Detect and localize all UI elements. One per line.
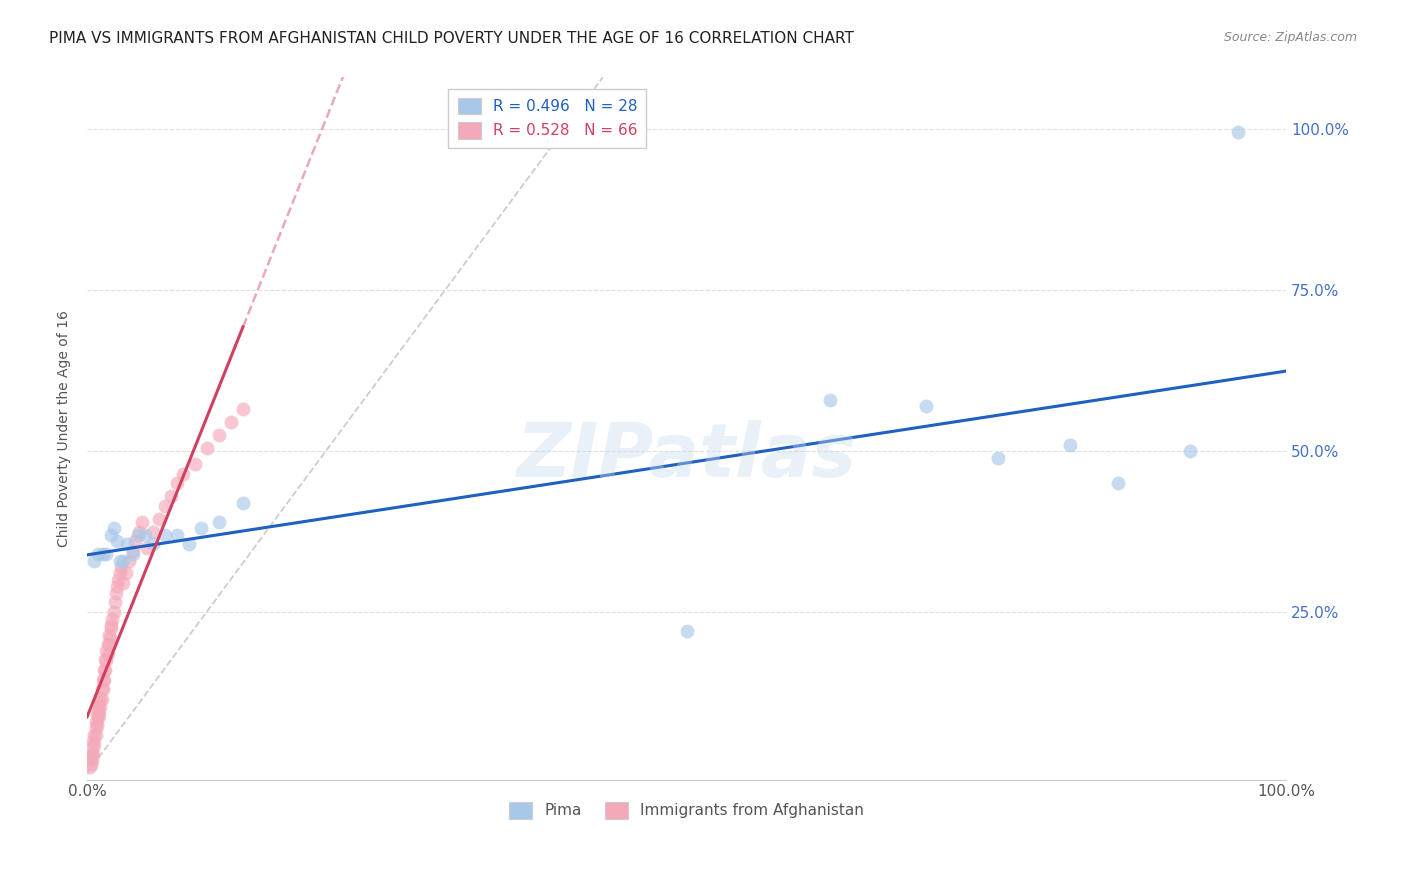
Point (121, 544, 143, 558)
Point (208, 515, 231, 529)
Point (90, 682, 112, 697)
Point (84, 714, 107, 729)
Point (121, 547, 143, 561)
Point (100, 621, 122, 635)
Point (107, 573, 129, 587)
Point (134, 528, 156, 542)
Point (80, 750, 103, 764)
Point (142, 537, 165, 551)
Point (93, 673, 115, 687)
Point (166, 528, 188, 542)
Point (91, 682, 114, 697)
Point (127, 528, 149, 542)
Point (148, 512, 170, 526)
Point (93, 663, 115, 677)
Point (103, 521, 125, 535)
Point (96, 644, 118, 658)
Point (96, 647, 118, 661)
Point (118, 553, 141, 567)
Point (110, 560, 132, 574)
Point (91, 673, 114, 687)
Point (100, 618, 122, 632)
Y-axis label: Child Poverty Under the Age of 16: Child Poverty Under the Age of 16 (58, 310, 72, 547)
Point (82, 740, 104, 755)
Point (184, 457, 207, 471)
Point (86, 708, 108, 723)
Point (112, 576, 135, 591)
Point (105, 579, 128, 593)
Point (153, 499, 176, 513)
Point (97, 637, 120, 651)
Point (89, 702, 111, 716)
Point (87, 705, 110, 719)
Point (94, 653, 117, 667)
Point (91, 547, 114, 561)
Text: ZIPatlas: ZIPatlas (516, 420, 856, 493)
Point (103, 605, 125, 619)
Point (142, 524, 165, 539)
Point (115, 537, 138, 551)
Point (190, 521, 212, 535)
Point (1178, 444, 1201, 458)
Point (101, 611, 124, 625)
Point (94, 663, 117, 677)
Point (131, 515, 153, 529)
Point (208, 428, 231, 442)
Point (153, 528, 176, 542)
Point (232, 402, 254, 417)
Point (80, 747, 103, 761)
Point (89, 695, 111, 709)
Point (84, 721, 107, 735)
Point (160, 489, 183, 503)
Point (90, 692, 112, 706)
Legend: Pima, Immigrants from Afghanistan: Pima, Immigrants from Afghanistan (503, 796, 870, 824)
Point (219, 415, 242, 429)
Point (96, 547, 118, 561)
Point (1059, 437, 1081, 451)
Point (105, 534, 128, 549)
Point (83, 553, 105, 567)
Point (82, 747, 104, 761)
Point (79, 760, 101, 774)
Point (820, 392, 842, 407)
Point (177, 537, 200, 551)
Point (195, 441, 218, 455)
Point (87, 711, 110, 725)
Point (80, 753, 103, 767)
Point (89, 692, 111, 706)
Point (108, 553, 131, 567)
Point (124, 534, 146, 549)
Point (83, 737, 105, 751)
Point (98, 631, 121, 645)
Point (97, 628, 120, 642)
Point (675, 624, 697, 639)
Point (89, 708, 111, 723)
Text: Source: ZipAtlas.com: Source: ZipAtlas.com (1223, 31, 1357, 45)
Point (114, 566, 136, 581)
Text: PIMA VS IMMIGRANTS FROM AFGHANISTAN CHILD POVERTY UNDER THE AGE OF 16 CORRELATIO: PIMA VS IMMIGRANTS FROM AFGHANISTAN CHIL… (49, 31, 853, 46)
Point (104, 595, 127, 609)
Point (84, 727, 107, 741)
Point (89, 698, 111, 713)
Point (166, 476, 188, 491)
Point (96, 653, 118, 667)
Point (80, 756, 103, 771)
Point (100, 528, 122, 542)
Point (112, 553, 135, 567)
Point (87, 547, 110, 561)
Point (128, 524, 150, 539)
Point (83, 727, 105, 741)
Point (915, 399, 938, 413)
Point (136, 541, 159, 555)
Point (104, 586, 127, 600)
Point (987, 450, 1010, 465)
Point (108, 566, 131, 581)
Point (1227, 125, 1250, 139)
Point (172, 467, 194, 481)
Point (96, 637, 118, 651)
Point (86, 718, 108, 732)
Point (82, 734, 104, 748)
Point (1107, 476, 1129, 491)
Point (232, 495, 254, 509)
